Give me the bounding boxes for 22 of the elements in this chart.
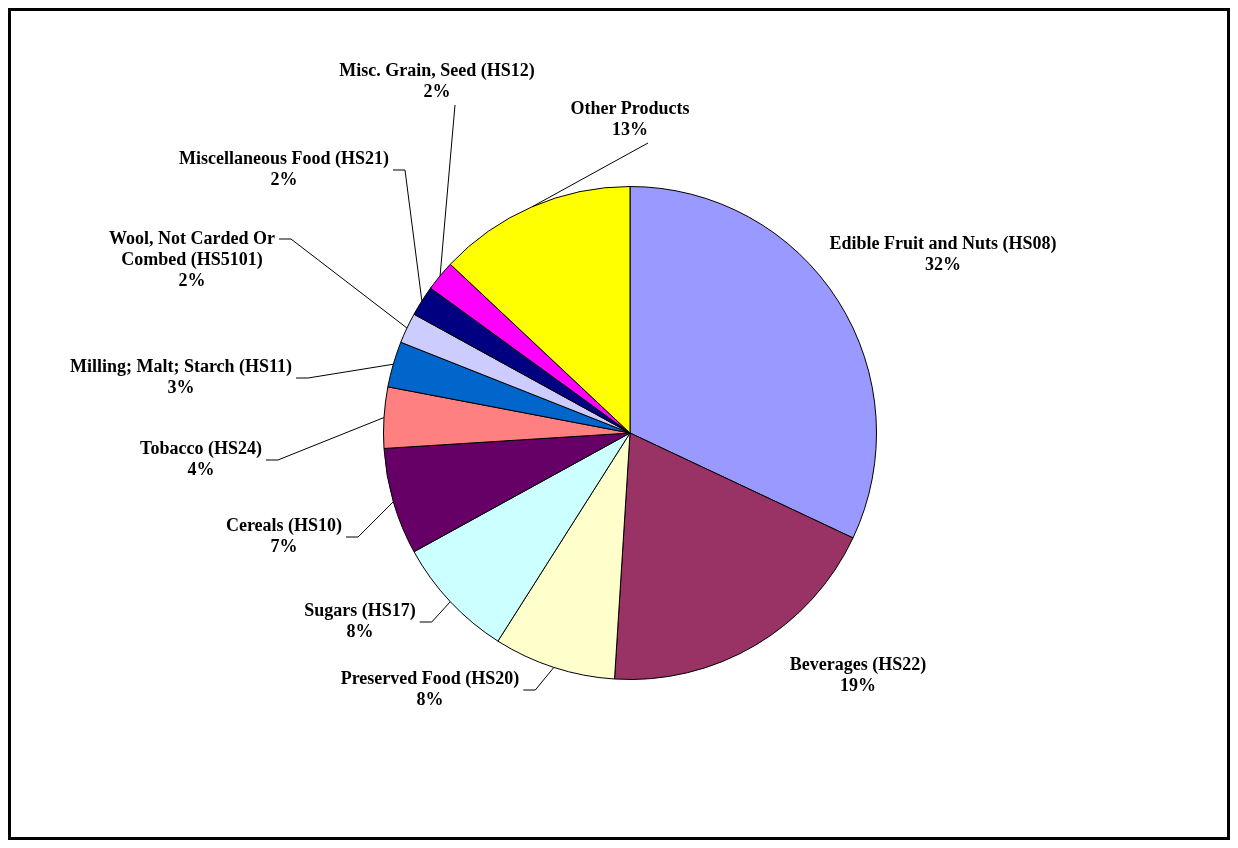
slice-label: Miscellaneous Food (HS21)	[179, 148, 389, 170]
data-label: 2%	[178, 269, 206, 290]
slice-label: Tobacco (HS24)	[140, 438, 262, 460]
slice-label: Preserved Food (HS20)	[340, 668, 520, 690]
slice-label: Milling; Malt; Starch (HS11)	[69, 356, 293, 378]
slice-label: Other Products	[570, 98, 690, 119]
slice-label: Cereals (HS10)	[225, 515, 343, 537]
data-label: 3%	[167, 377, 195, 398]
slice-label: Beverages (HS22)	[789, 654, 927, 676]
slice-label: Wool, Not Carded Or Combed (HS5101)	[109, 227, 275, 270]
data-label: 4%	[187, 459, 215, 480]
data-label: 8%	[346, 621, 374, 642]
data-label: 32%	[925, 254, 961, 275]
data-label: 13%	[612, 119, 648, 140]
data-label: 8%	[416, 689, 444, 710]
data-label: 2%	[270, 169, 298, 190]
data-label: 19%	[840, 675, 876, 696]
slice-label: Edible Fruit and Nuts (HS08)	[829, 233, 1057, 255]
data-label: 7%	[270, 536, 298, 557]
data-label: 2%	[423, 81, 451, 102]
slice-label: Misc. Grain, Seed (HS12)	[339, 60, 535, 82]
slice-label: Sugars (HS17)	[304, 600, 416, 622]
